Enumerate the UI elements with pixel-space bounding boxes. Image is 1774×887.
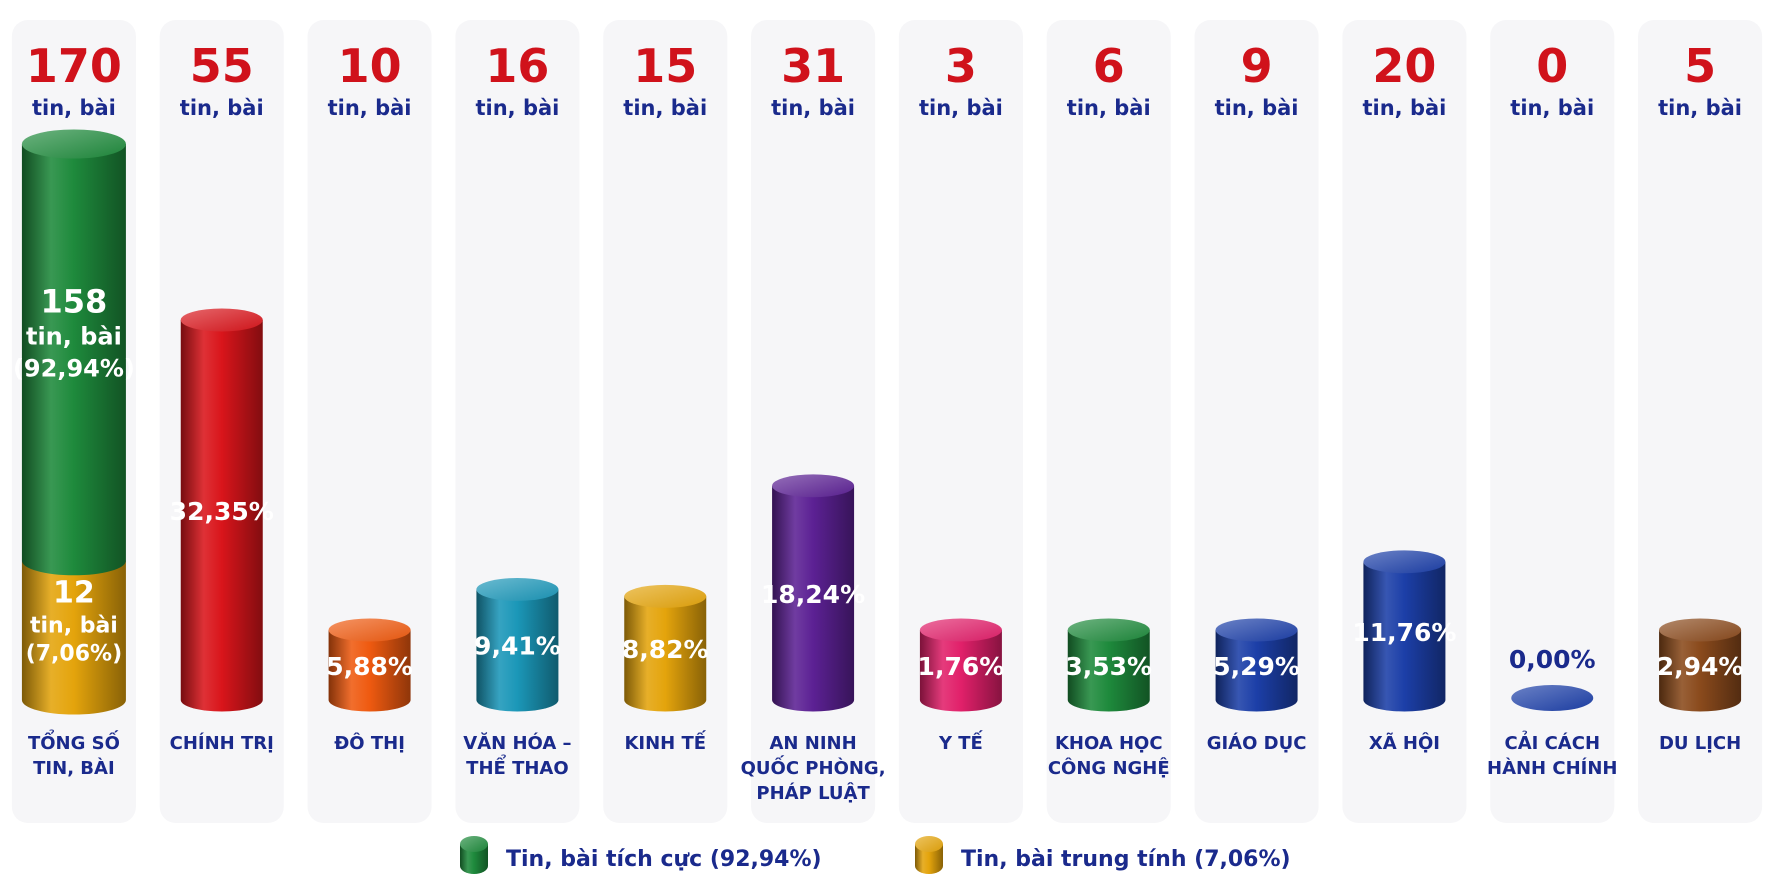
bar-8 [1215,618,1298,712]
bar-11-pct: 2,94% [1657,652,1744,681]
column-1-category-line: CHÍNH TRỊ [170,732,274,754]
column-11-unit: tin, bài [1658,96,1742,120]
total-positive-value: 158 [41,282,108,320]
column-6-unit: tin, bài [919,96,1003,120]
bar-2-pct: 5,88% [326,652,413,681]
bar-4-pct: 8,82% [622,635,709,664]
column-6-category-line: Y TẾ [938,730,984,754]
bar-5 [772,474,855,712]
column-2-unit: tin, bài [328,96,412,120]
bar-4 [624,584,707,712]
total-neutral-unit: tin, bài [30,614,118,639]
bar-10 [1511,685,1594,711]
bar-7-pct: 3,53% [1065,652,1152,681]
legend-swatch [460,836,488,874]
column-5-category-line: AN NINH [770,733,857,754]
column-6-value: 3 [945,39,977,93]
total-neutral-pct: (7,06%) [26,642,122,667]
bar-3 [476,577,559,712]
column-11-value: 5 [1684,39,1716,93]
column-total-category-line: TỔNG SỐ [28,729,120,754]
column-3-category-line: THỂ THAO [466,754,568,779]
column-7-category-line: CÔNG NGHỆ [1048,757,1170,779]
column-4-unit: tin, bài [623,96,707,120]
bar-11 [1659,618,1742,712]
column-7-panel [1046,20,1171,823]
bar-1 [180,308,263,712]
column-1-value: 55 [190,39,254,93]
column-10-panel [1490,20,1615,823]
column-total-category-line: TIN, BÀI [33,757,115,779]
column-2-category-line: ĐÔ THỊ [334,732,405,754]
total-neutral-value: 12 [53,576,95,611]
bar-5-pct: 18,24% [761,580,865,609]
column-5-value: 31 [781,39,845,93]
column-7-unit: tin, bài [1067,96,1151,120]
column-4-category-line: KINH TẾ [624,730,706,754]
legend-item: Tin, bài tích cực (92,94%) [460,836,822,874]
column-2-panel [307,20,432,823]
bar-total-neutral [21,560,126,715]
bar-8-pct: 5,29% [1213,652,1300,681]
bar-6 [919,618,1002,712]
column-8-panel [1194,20,1319,823]
column-10-category-line: HÀNH CHÍNH [1487,757,1618,779]
column-9-category-line: XÃ HỘI [1369,731,1440,754]
total-positive-unit: tin, bài [26,322,122,350]
column-7-value: 6 [1093,39,1125,93]
column-11-category-line: DU LỊCH [1659,733,1741,754]
legend-item: Tin, bài trung tính (7,06%) [915,836,1291,874]
column-3-category-line: VĂN HÓA – [463,732,571,754]
bar-2 [328,618,411,712]
bar-6-pct: 1,76% [918,652,1005,681]
bar-9 [1363,550,1446,712]
column-8-value: 9 [1241,39,1273,93]
column-9-unit: tin, bài [1362,96,1446,120]
column-3-value: 16 [485,39,549,93]
column-5-unit: tin, bài [771,96,855,120]
column-6-panel [898,20,1023,823]
legend-label: Tin, bài trung tính (7,06%) [961,847,1291,872]
bar-7 [1067,618,1150,712]
bar-1-pct: 32,35% [170,497,274,526]
legend-swatch [915,836,943,874]
column-2-value: 10 [338,39,402,93]
column-10-unit: tin, bài [1510,96,1594,120]
column-3-unit: tin, bài [475,96,559,120]
column-1-unit: tin, bài [180,96,264,120]
column-9-value: 20 [1372,39,1436,93]
column-total-unit: tin, bài [32,96,116,120]
bar-total-positive [21,129,126,576]
column-total-value: 170 [26,39,122,93]
bar-10-pct: 0,00% [1509,645,1596,674]
total-positive-pct: (92,94%) [13,354,135,382]
column-8-unit: tin, bài [1215,96,1299,120]
column-5-category-line: QUỐC PHÒNG, [741,755,886,779]
column-10-value: 0 [1536,39,1568,93]
column-8-category-line: GIÁO DỤC [1207,732,1307,754]
bar-3-pct: 9,41% [474,632,561,661]
column-10-category-line: CẢI CÁCH [1504,731,1600,754]
legend-label: Tin, bài tích cực (92,94%) [506,847,822,872]
bar-9-pct: 11,76% [1352,618,1456,647]
column-11-panel [1638,20,1763,823]
column-7-category-line: KHOA HỌC [1055,733,1163,754]
column-4-value: 15 [633,39,697,93]
column-5-category-line: PHÁP LUẬT [756,782,870,804]
